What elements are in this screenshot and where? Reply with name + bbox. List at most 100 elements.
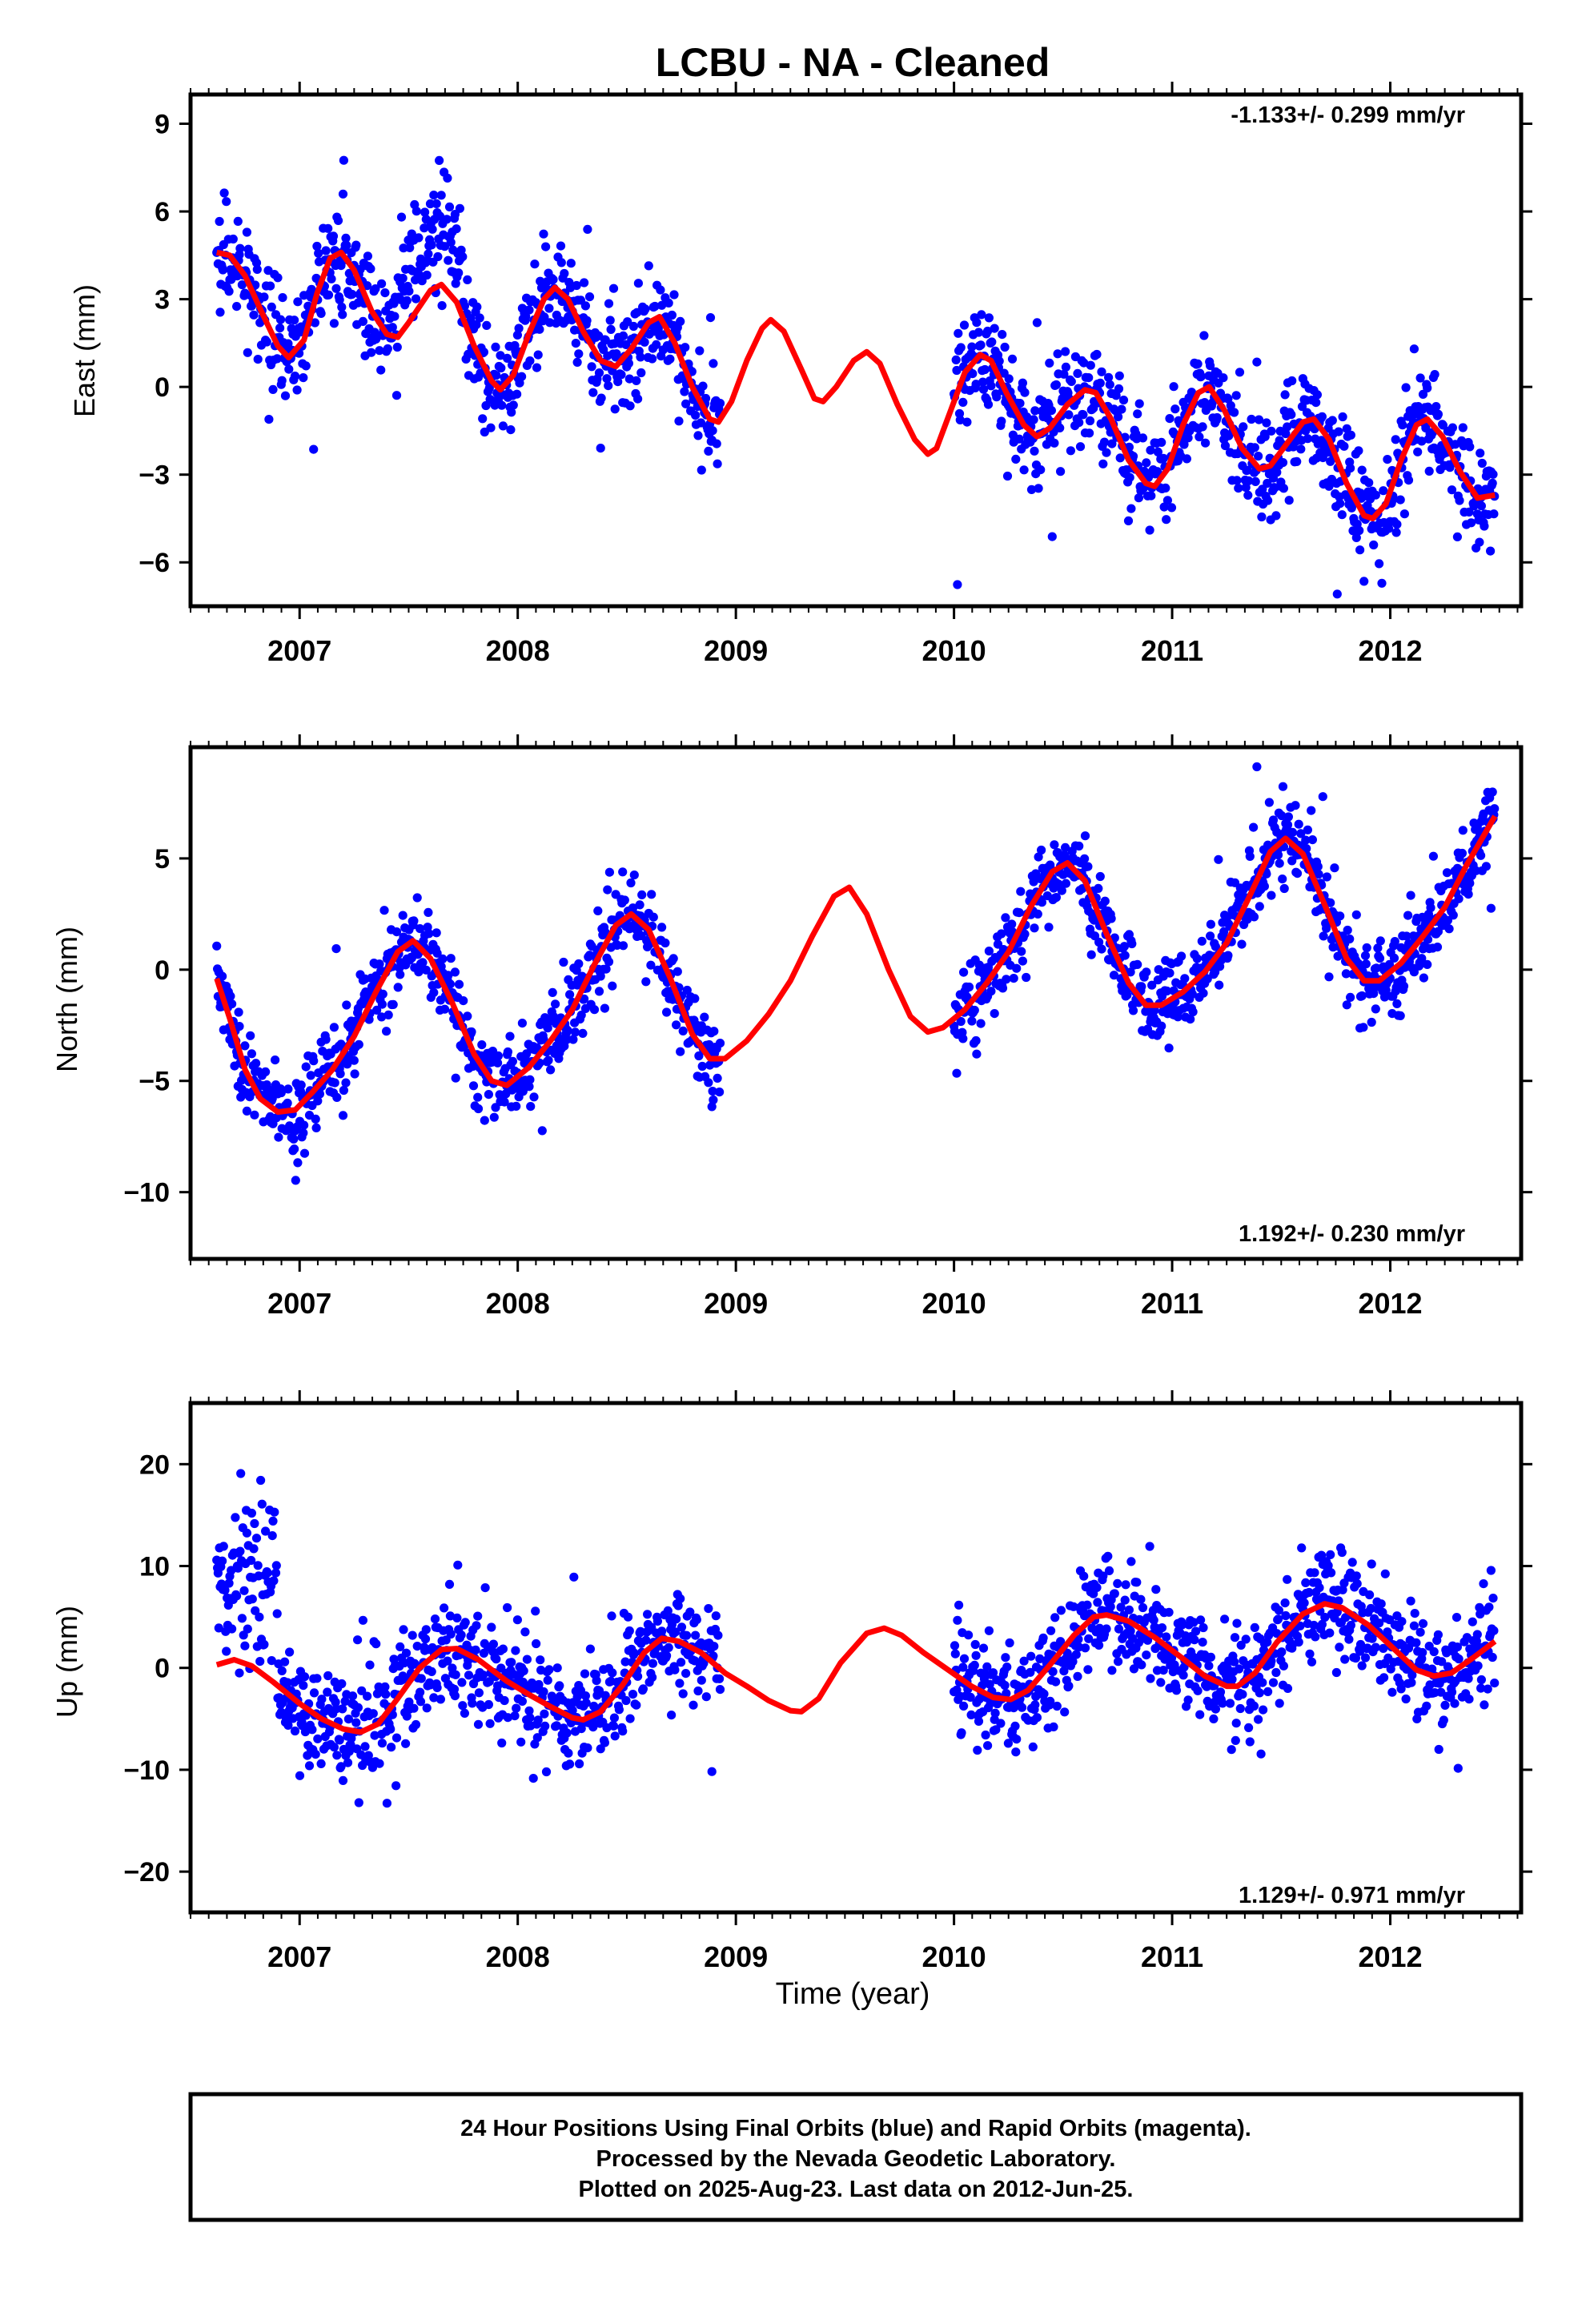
north-data-point <box>1259 882 1269 891</box>
north-data-point <box>212 941 222 951</box>
north-data-point <box>1486 903 1496 913</box>
up-data-point <box>1480 1700 1489 1710</box>
east-data-point <box>572 280 581 291</box>
north-data-point <box>537 1126 547 1136</box>
east-data-point <box>1061 347 1070 356</box>
up-data-point <box>1386 1664 1395 1674</box>
up-data-point <box>588 1723 598 1732</box>
up-data-point <box>1198 1638 1207 1647</box>
north-data-point <box>1094 883 1103 893</box>
east-data-point <box>623 317 632 327</box>
east-data-point <box>1359 577 1369 586</box>
east-data-point <box>524 305 534 315</box>
up-data-point <box>1231 1735 1240 1745</box>
north-data-point <box>1255 902 1264 911</box>
east-y-tick-label: 3 <box>155 285 170 316</box>
east-data-point <box>1201 438 1211 448</box>
up-data-point <box>492 1655 501 1664</box>
north-data-point <box>1014 908 1024 918</box>
north-data-point <box>1444 924 1454 934</box>
north-data-point <box>480 1116 489 1125</box>
north-data-point <box>383 1010 393 1019</box>
east-data-point <box>496 351 505 360</box>
north-data-point <box>1122 991 1132 1000</box>
up-data-point <box>460 1708 470 1718</box>
up-data-point <box>1199 1622 1208 1633</box>
east-data-point <box>1398 420 1407 430</box>
east-data-point <box>249 310 259 320</box>
north-data-point <box>467 1027 476 1037</box>
east-data-point <box>1263 496 1273 505</box>
up-data-point <box>959 1701 969 1711</box>
east-data-point <box>533 350 543 360</box>
east-data-point <box>1153 447 1162 457</box>
up-data-point <box>1255 1688 1264 1698</box>
north-data-point <box>952 1068 962 1078</box>
up-data-point <box>957 1728 966 1738</box>
east-data-point <box>458 252 468 262</box>
up-data-point <box>1189 1618 1199 1627</box>
north-data-point <box>246 1031 255 1040</box>
up-data-point <box>1295 1621 1305 1630</box>
north-data-point <box>409 916 419 926</box>
up-data-point <box>488 1639 499 1649</box>
north-data-point <box>1357 991 1367 1001</box>
east-data-point <box>1284 496 1294 505</box>
north-data-point <box>375 959 384 969</box>
up-data-point <box>1299 1598 1309 1608</box>
north-data-point <box>1157 1021 1166 1031</box>
north-y-tick-label: 5 <box>155 844 170 875</box>
up-data-point <box>338 1775 348 1785</box>
up-data-point <box>1035 1654 1045 1663</box>
north-data-point <box>283 1098 292 1108</box>
north-x-tick-label: 2011 <box>1141 1287 1203 1320</box>
up-data-point <box>1114 1624 1124 1634</box>
up-data-point <box>672 1614 681 1624</box>
up-data-point <box>610 1731 620 1741</box>
east-data-point <box>278 293 287 303</box>
north-data-point <box>1291 801 1300 810</box>
east-data-point <box>321 246 331 255</box>
north-data-point <box>250 1110 259 1120</box>
east-data-point <box>228 234 238 244</box>
north-data-point <box>1330 863 1339 873</box>
north-data-point <box>676 1047 685 1056</box>
north-data-point <box>1237 939 1247 949</box>
north-data-point <box>1154 965 1163 975</box>
north-data-point <box>596 971 605 981</box>
east-data-point <box>955 415 965 425</box>
up-data-point <box>380 1682 390 1691</box>
up-data-point <box>1132 1578 1142 1587</box>
up-data-point <box>1092 1582 1102 1592</box>
up-data-point <box>347 1691 358 1701</box>
east-data-point <box>1169 382 1178 392</box>
up-data-point <box>233 1563 243 1573</box>
east-data-point <box>1138 433 1148 443</box>
east-data-point <box>1431 402 1441 412</box>
north-data-point <box>1074 841 1084 851</box>
east-data-point <box>232 302 242 312</box>
up-data-point <box>1490 1679 1500 1688</box>
east-data-point <box>667 310 677 320</box>
north-data-point <box>570 1027 580 1037</box>
east-data-point <box>463 275 472 284</box>
up-data-point <box>1301 1578 1311 1587</box>
east-data-point <box>277 376 287 385</box>
north-data-point <box>984 947 994 956</box>
north-data-point <box>1030 923 1039 933</box>
east-data-point <box>1417 436 1427 446</box>
north-data-point <box>398 911 408 920</box>
east-data-point <box>1334 427 1343 436</box>
east-data-point <box>1104 372 1114 382</box>
up-data-point <box>267 1531 277 1541</box>
north-data-point <box>1054 879 1063 889</box>
east-data-point <box>273 273 283 283</box>
east-data-point <box>681 399 691 408</box>
north-data-point <box>247 1049 256 1059</box>
east-data-point <box>1157 437 1166 448</box>
east-data-point <box>351 240 361 250</box>
east-data-point <box>1125 472 1134 482</box>
up-data-point <box>1346 1620 1355 1630</box>
up-data-point <box>609 1713 620 1723</box>
up-data-point <box>707 1767 717 1776</box>
